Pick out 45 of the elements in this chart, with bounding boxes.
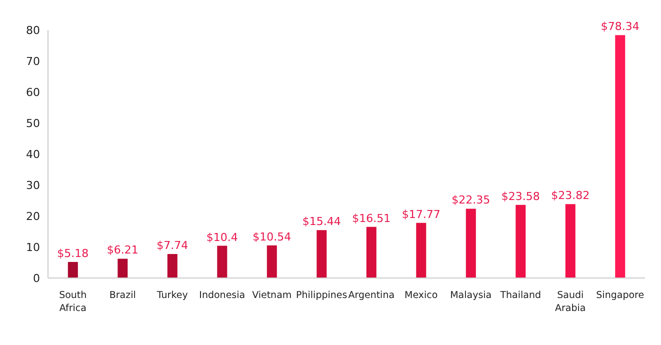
bar	[266, 245, 277, 278]
data-label: $16.51	[352, 212, 391, 225]
data-label: $15.44	[302, 215, 341, 228]
y-tick-label: 0	[33, 272, 40, 285]
data-label: $10.4	[206, 230, 238, 244]
data-label: $10.54	[252, 230, 292, 244]
x-tick-label: Turkey	[156, 290, 188, 301]
x-tick-label: Singapore	[596, 290, 644, 301]
data-label: $78.34	[600, 20, 640, 34]
y-tick-label: 30	[26, 178, 40, 192]
x-tick-label: Mexico	[404, 290, 438, 301]
data-label: $23.82	[551, 189, 590, 202]
bar	[615, 35, 626, 278]
y-tick-label: 20	[26, 210, 40, 223]
x-tick-label: Brazil	[109, 290, 136, 301]
bar	[316, 230, 327, 278]
data-label: $17.77	[402, 208, 440, 221]
y-tick-label: 80	[26, 24, 40, 37]
bar	[416, 222, 426, 278]
bar	[565, 204, 576, 278]
x-tick-label: Philippines	[296, 290, 348, 301]
data-label: $6.21	[106, 244, 138, 257]
y-tick-label: 10	[26, 240, 40, 254]
x-tick-label: South Africa	[59, 290, 87, 314]
y-tick-label: 60	[26, 86, 40, 99]
bar	[68, 262, 78, 278]
data-label: $23.58	[501, 190, 540, 203]
y-tick-label: 40	[26, 148, 40, 161]
data-label: $5.18	[57, 246, 89, 260]
data-label: $22.35	[452, 194, 490, 207]
x-tick-label: Malaysia	[450, 290, 492, 301]
bar	[167, 254, 178, 278]
bar	[217, 246, 228, 278]
bar	[466, 208, 476, 278]
bar	[366, 226, 376, 278]
bar	[118, 258, 128, 278]
y-tick-label: 50	[26, 116, 40, 130]
data-label: $7.74	[156, 239, 188, 252]
x-tick-label: Thailand	[499, 290, 542, 301]
x-tick-label: Argentina	[348, 290, 395, 301]
x-tick-label: Saudi Arabia	[555, 290, 586, 314]
bar	[516, 204, 526, 278]
y-tick-label: 70	[26, 54, 40, 68]
x-tick-label: Vietnam	[252, 290, 292, 301]
x-tick-label: Indonesia	[199, 290, 246, 301]
